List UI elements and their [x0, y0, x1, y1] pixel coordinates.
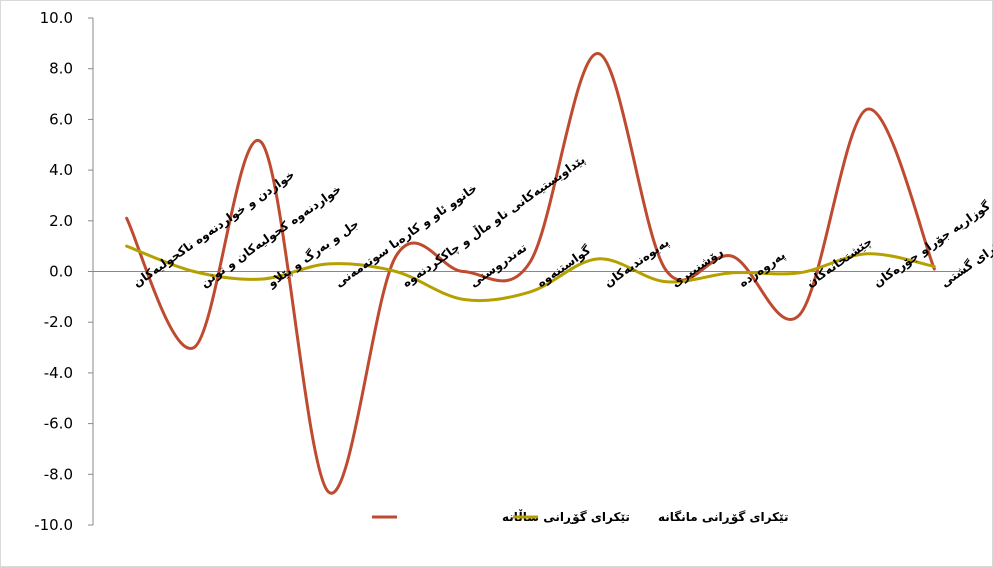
legend-label-1: تێکرای گۆڕانی ساڵانە — [502, 509, 630, 525]
y-tick-labels: -10.0 -8.0 -6.0 -4.0 -2.0 0.0 2.0 4.0 6.0 8.0 10.0 — [34, 9, 73, 534]
x-tick-label: چێشتخانەکان — [803, 234, 874, 290]
x-tick-label: تەندروستی — [467, 240, 530, 290]
y-tick-label: 0.0 — [49, 263, 73, 281]
y-tick-label: -6.0 — [44, 415, 73, 433]
x-tick-label: گواستنەوە — [534, 243, 593, 291]
y-tick-label: -10.0 — [34, 516, 73, 534]
legend-label-2: تێکرای گۆڕانی مانگانە — [658, 510, 788, 525]
y-tick-label: 6.0 — [49, 110, 73, 128]
y-tick-label: 4.0 — [49, 161, 73, 179]
series-line-1 — [125, 51, 936, 495]
y-tick-label: -4.0 — [44, 364, 73, 382]
x-tick-label: رۆشنبیری — [669, 244, 726, 290]
y-tick-label: 10.0 — [40, 9, 73, 27]
x-tick-label: پەروەردە — [736, 248, 788, 291]
y-tick-label: 8.0 — [49, 60, 73, 78]
legend: تێکرای گۆڕانی ساڵانە تێکرای گۆڕانی مانگان… — [372, 509, 788, 525]
axes — [88, 17, 968, 526]
y-tick-label: -2.0 — [44, 313, 73, 331]
series-layer — [125, 51, 936, 495]
y-tick-label: -8.0 — [44, 465, 73, 483]
x-tick-labels: خواردن و خواردنەوە ناکحولیەکانخواردنەوە … — [130, 139, 993, 291]
y-tick-label: 2.0 — [49, 212, 73, 230]
